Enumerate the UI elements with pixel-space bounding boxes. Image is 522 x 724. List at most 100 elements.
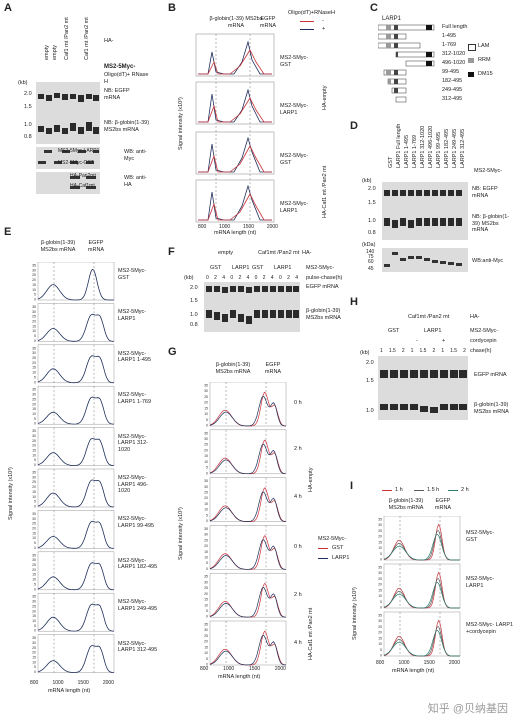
b-row4: MS2-5Myc-LARP1 [280,201,309,214]
i-legend-15h: 1.5 h [427,487,440,493]
d-lane-7: LARP1 99-495 [436,131,442,168]
svg-text:35: 35 [32,388,36,392]
g-ylabel: Signal intensity (x10³) [178,507,184,560]
d-lane-10: LARP1 312-495 [460,128,466,168]
b-legend-title: Oligo(dT)+RNaseH [288,10,335,16]
svg-text:20: 20 [204,592,208,596]
svg-text:30: 30 [204,437,208,441]
svg-text:5: 5 [380,552,382,556]
i-row-2: MS2-5Myc- LARP1 [466,576,495,589]
c-legend-rrm: RRM [478,57,491,63]
svg-text:25: 25 [378,529,382,533]
svg-text:15: 15 [32,366,36,370]
svg-text:25: 25 [32,273,36,277]
svg-text:0: 0 [206,615,208,619]
i-legend-2h-swatch [448,490,458,491]
h-time-1: 1 [380,348,383,354]
h-ladder-1: 2.0 [366,360,374,366]
svg-text:0: 0 [34,380,36,384]
i-legend-2h: 2 h [461,487,469,493]
h-time-4: 1 [410,348,414,354]
svg-text:35: 35 [32,553,36,557]
c-legend-dm15: DM15 [478,71,493,77]
svg-text:30: 30 [32,600,36,604]
i-bracket2: EGFP mRNA [434,498,452,511]
g-xticks: 800 1000 1500 2000 [200,666,286,672]
svg-text:10: 10 [204,651,208,655]
svg-text:5: 5 [206,466,208,470]
svg-text:25: 25 [204,443,208,447]
svg-text:10: 10 [204,412,208,416]
a-wb2-row2: HA-Caf1mt [70,183,95,189]
b-legend-plus-swatch [300,29,314,30]
svg-text:15: 15 [204,598,208,602]
a-nb-egfp: NB: EGFP mRNA [104,88,130,101]
svg-text:10: 10 [204,555,208,559]
svg-text:15: 15 [204,502,208,506]
a-wb2-label: WB: anti-HA [124,175,147,188]
f-ms2: MS2-5Myc- [306,265,335,271]
e-row-label-1: MS2-5Myc- GST [118,268,147,281]
e-row-label-5: MS2-5Myc- LARP1 312-1020 [118,433,148,453]
h-cordycepin: cordycepin [470,338,497,344]
a-northern-blot [36,82,100,144]
d-western-blot [382,248,468,272]
svg-text:35: 35 [378,614,382,618]
svg-text:35: 35 [378,566,382,570]
c-legend-dm15-swatch [468,72,474,77]
svg-text:20: 20 [378,631,382,635]
g-xtick-4: 2000 [274,666,286,672]
svg-text:35: 35 [32,264,36,268]
panel-label-e: E [4,226,12,238]
c-legend-lam-swatch [468,44,476,51]
h-cordy-minus: - [416,338,418,344]
a-wb-myc-blot [36,147,100,169]
b-xlabel: mRNA length (nt) [214,230,257,236]
svg-text:0: 0 [34,505,36,509]
b-xtick-4: 2000 [266,224,278,230]
c-construct-9: 312-495 [442,96,463,102]
svg-text:35: 35 [32,595,36,599]
c-legend-rrm-swatch [468,58,474,63]
f-sub-3: GST [252,265,264,271]
d-ladder-1: 2.0 [368,186,376,192]
svg-text:5: 5 [34,417,36,421]
i-bracket1: β-globin(1-39) MS2bs mRNA [388,498,424,511]
svg-text:15: 15 [32,614,36,618]
c-title: LARP1 [382,16,402,22]
f-ha: HA- [302,250,312,256]
d-wb: WB:anti-Myc [472,258,504,264]
g-traces: 3530252015105035302520151050353025201510… [204,382,287,666]
svg-text:30: 30 [32,351,36,355]
b-group2: HA-Caf1 mt /Pan2 mt [322,165,328,218]
f-bglobin: β-globin(1-39) MS2bs mRNA [306,308,341,321]
a-oligo: Oligo(dT)+ RNase H [104,72,149,85]
i-xtick-2: 1000 [398,660,410,666]
g-time-2: 2 h [294,446,302,452]
svg-text:25: 25 [204,586,208,590]
g-legend-larp1: LARP1 [332,555,350,561]
svg-text:5: 5 [34,375,36,379]
svg-text:25: 25 [32,522,36,526]
svg-text:5: 5 [34,541,36,545]
svg-text:0: 0 [34,629,36,633]
svg-text:25: 25 [378,625,382,629]
svg-text:15: 15 [32,449,36,453]
e-bracket2: EGFP mRNA [87,240,105,253]
g-time-3: 4 h [294,494,302,500]
svg-text:15: 15 [204,406,208,410]
svg-text:0: 0 [206,424,208,428]
g-xtick-2: 1000 [223,666,235,672]
a-ladder-1: 2.0 [24,91,32,97]
svg-text:15: 15 [32,531,36,535]
e-xtick-4: 2000 [102,680,114,686]
svg-text:35: 35 [204,384,208,388]
f-time-12: 4 [295,275,298,281]
svg-text:35: 35 [204,527,208,531]
svg-text:0: 0 [380,606,382,610]
svg-text:0: 0 [34,339,36,343]
e-traces: 3530252015105035302520151050353025201510… [32,262,115,674]
svg-text:20: 20 [378,535,382,539]
svg-text:30: 30 [32,517,36,521]
svg-text:0: 0 [380,558,382,562]
